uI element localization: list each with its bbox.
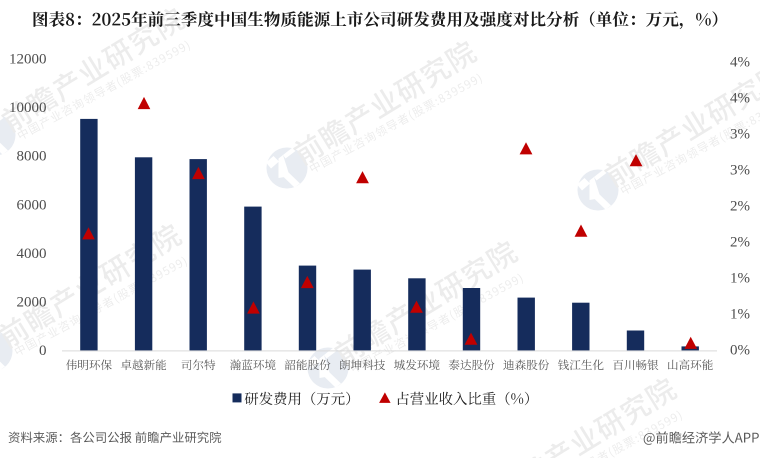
svg-text:1%: 1%: [730, 307, 750, 323]
svg-text:6000: 6000: [17, 197, 47, 213]
svg-text:4000: 4000: [17, 246, 47, 262]
svg-text:0: 0: [39, 343, 47, 359]
svg-text:8000: 8000: [17, 149, 47, 165]
svg-text:2%: 2%: [730, 235, 750, 251]
svg-text:2000: 2000: [17, 295, 47, 311]
svg-text:1%: 1%: [730, 271, 750, 287]
svg-text:2%: 2%: [730, 199, 750, 215]
svg-text:3%: 3%: [730, 127, 750, 143]
svg-text:4%: 4%: [730, 55, 750, 71]
svg-text:12000: 12000: [9, 51, 47, 67]
svg-text:10000: 10000: [9, 100, 47, 116]
svg-text:3%: 3%: [730, 163, 750, 179]
svg-text:4%: 4%: [730, 91, 750, 107]
svg-text:0%: 0%: [730, 343, 750, 359]
